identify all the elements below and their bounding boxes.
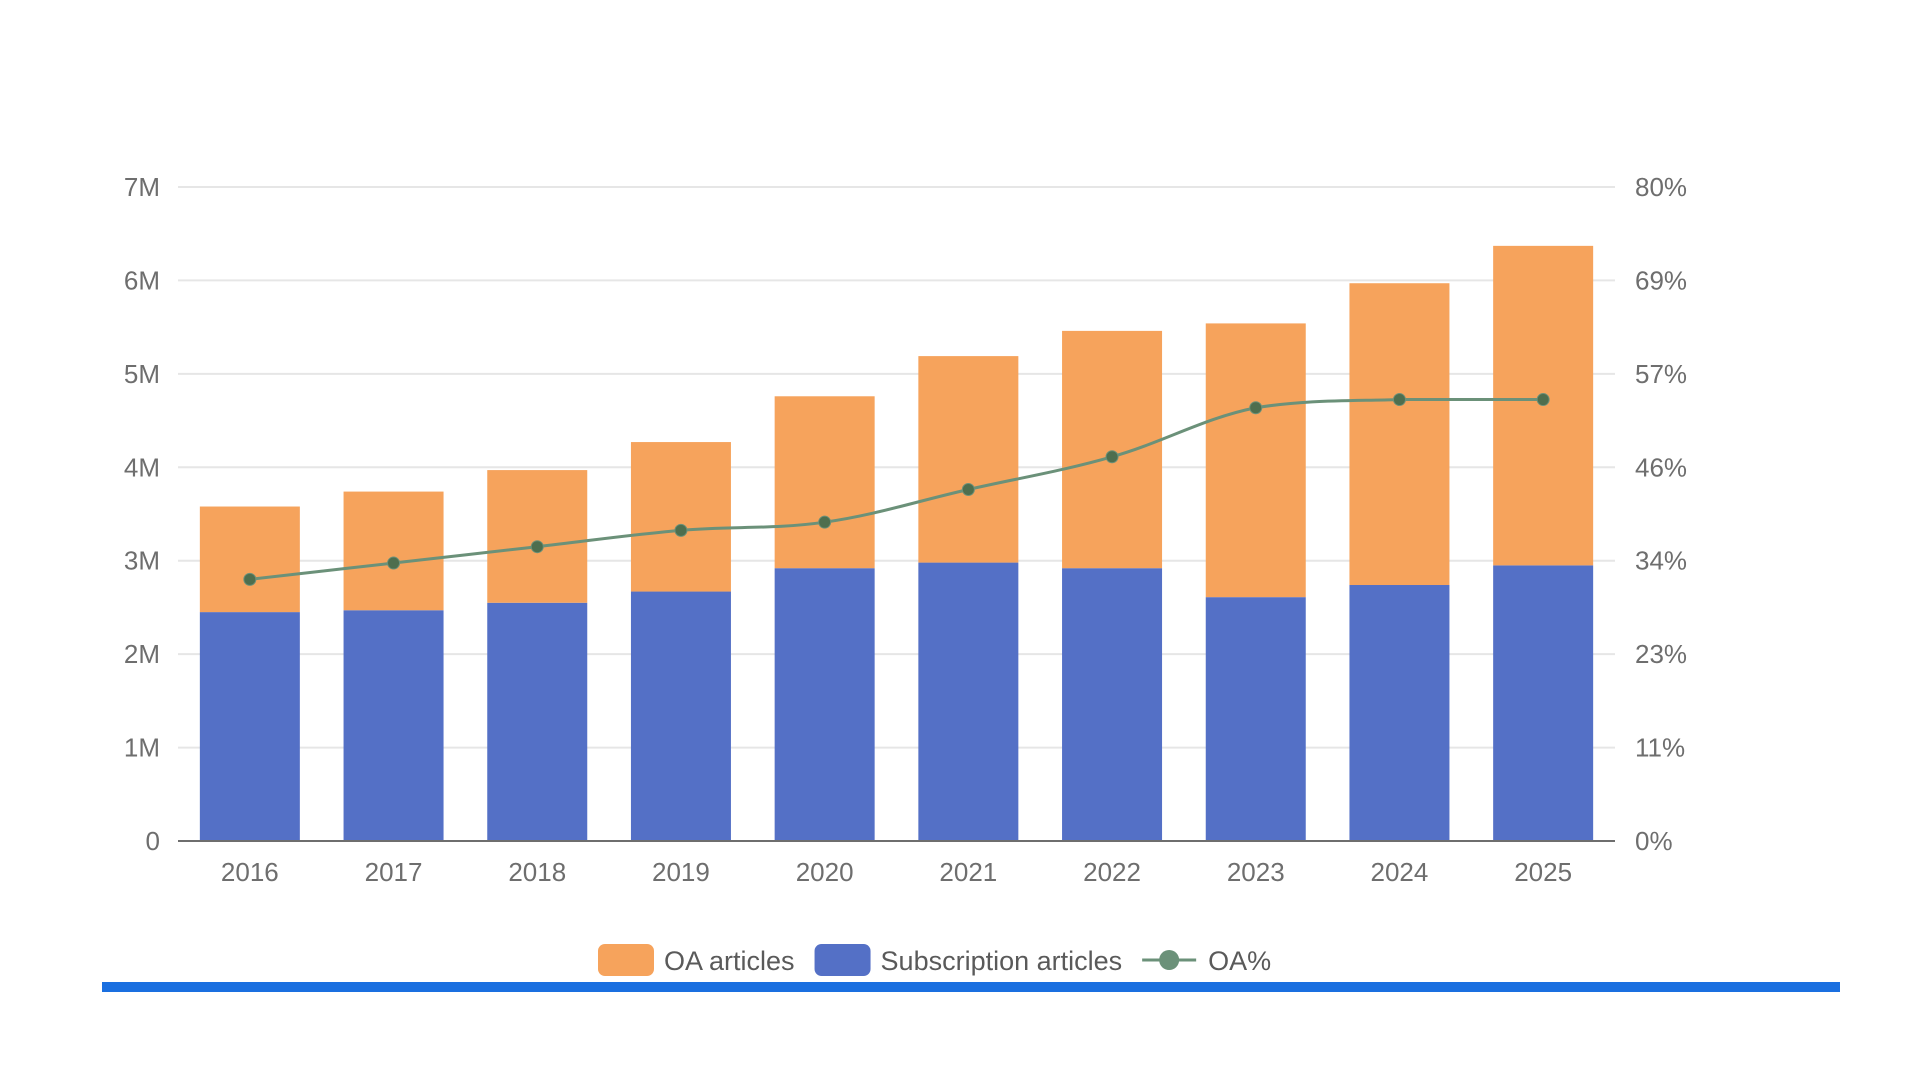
left-axis-tick-label: 1M [124,733,160,763]
left-axis-tick-label: 4M [124,452,160,482]
oa-percent-point [674,523,688,537]
x-axis-tick-label: 2024 [1371,857,1429,887]
oa-bar [343,491,444,611]
axis-layer: 0 0% 1M 11% 2M 23% 3M 34% 4M 46% 5M 57% 6M 69% 7M 80% 20… [124,172,1687,887]
oa-percent-point [1249,401,1263,415]
legend-swatch-oa-articles [598,944,654,976]
oa-percent-point [961,482,975,496]
x-axis-tick-label: 2022 [1083,857,1141,887]
left-axis-tick-label: 7M [124,172,160,202]
oa-bar [1349,283,1450,586]
right-axis-tick-label: 69% [1635,265,1687,295]
oa-percent-point [818,515,832,529]
x-axis-tick-label: 2025 [1514,857,1572,887]
legend-items: OA articles Subscription articles OA% [598,944,1271,976]
left-axis-tick-label: 0 [146,826,160,856]
legend-label-oa-percent: OA% [1208,946,1271,976]
right-axis-tick-label: 46% [1635,452,1687,482]
subscription-bar [918,562,1019,841]
oa-bar [487,470,588,603]
oa-bar [630,442,731,592]
right-axis-tick-label: 57% [1635,359,1687,389]
right-axis-tick-label: 80% [1635,172,1687,202]
legend-swatch-oa-percent-marker [1159,950,1180,970]
bottom-accent-bar [102,982,1840,992]
left-axis-tick-label: 6M [124,265,160,295]
left-axis-tick-label: 3M [124,546,160,576]
oa-percent-line [249,398,1544,581]
subscription-bar [1062,568,1163,841]
oa-bar [918,356,1019,563]
subscription-bar [343,610,444,841]
right-axis-tick-label: 0% [1635,826,1673,856]
right-axis-tick-label: 34% [1635,546,1687,576]
oa-bar [1062,330,1163,569]
subscription-bar [630,591,731,841]
right-axis-tick-label: 23% [1635,639,1687,669]
subscription-bar [1349,585,1450,841]
line-layer [243,393,1550,586]
x-axis-tick-label: 2018 [508,857,566,887]
legend-label-oa-articles: OA articles [664,946,795,976]
left-axis-tick-label: 5M [124,359,160,389]
oa-percent-point [530,540,544,554]
subscription-bar [487,602,588,841]
oa-bar [199,506,300,613]
x-axis-tick-label: 2016 [221,857,279,887]
legend-label-subscription-articles: Subscription articles [881,946,1123,976]
x-axis-tick-label: 2017 [365,857,423,887]
oa-percent-point [387,556,401,570]
oa-bar [774,396,875,569]
bar-layer [199,245,1594,841]
left-axis-tick-label: 2M [124,639,160,669]
subscription-bar [774,568,875,841]
x-axis-tick-label: 2021 [939,857,997,887]
subscription-bar [199,612,300,841]
legend-swatch-subscription-articles [814,944,871,976]
oa-percent-point [243,572,257,586]
x-axis-tick-label: 2023 [1227,857,1285,887]
subscription-bar [1205,597,1306,841]
x-axis-tick-label: 2020 [796,857,854,887]
oa-percent-point [1536,393,1550,407]
subscription-bar [1493,565,1594,841]
oa-bar [1205,323,1306,598]
legend: OA articles Subscription articles OA% [598,944,1271,976]
x-axis-tick-label: 2019 [652,857,710,887]
oa-percent-point [1105,450,1119,464]
oa-percent-point [1392,393,1406,407]
right-axis-tick-label: 11% [1635,733,1685,763]
